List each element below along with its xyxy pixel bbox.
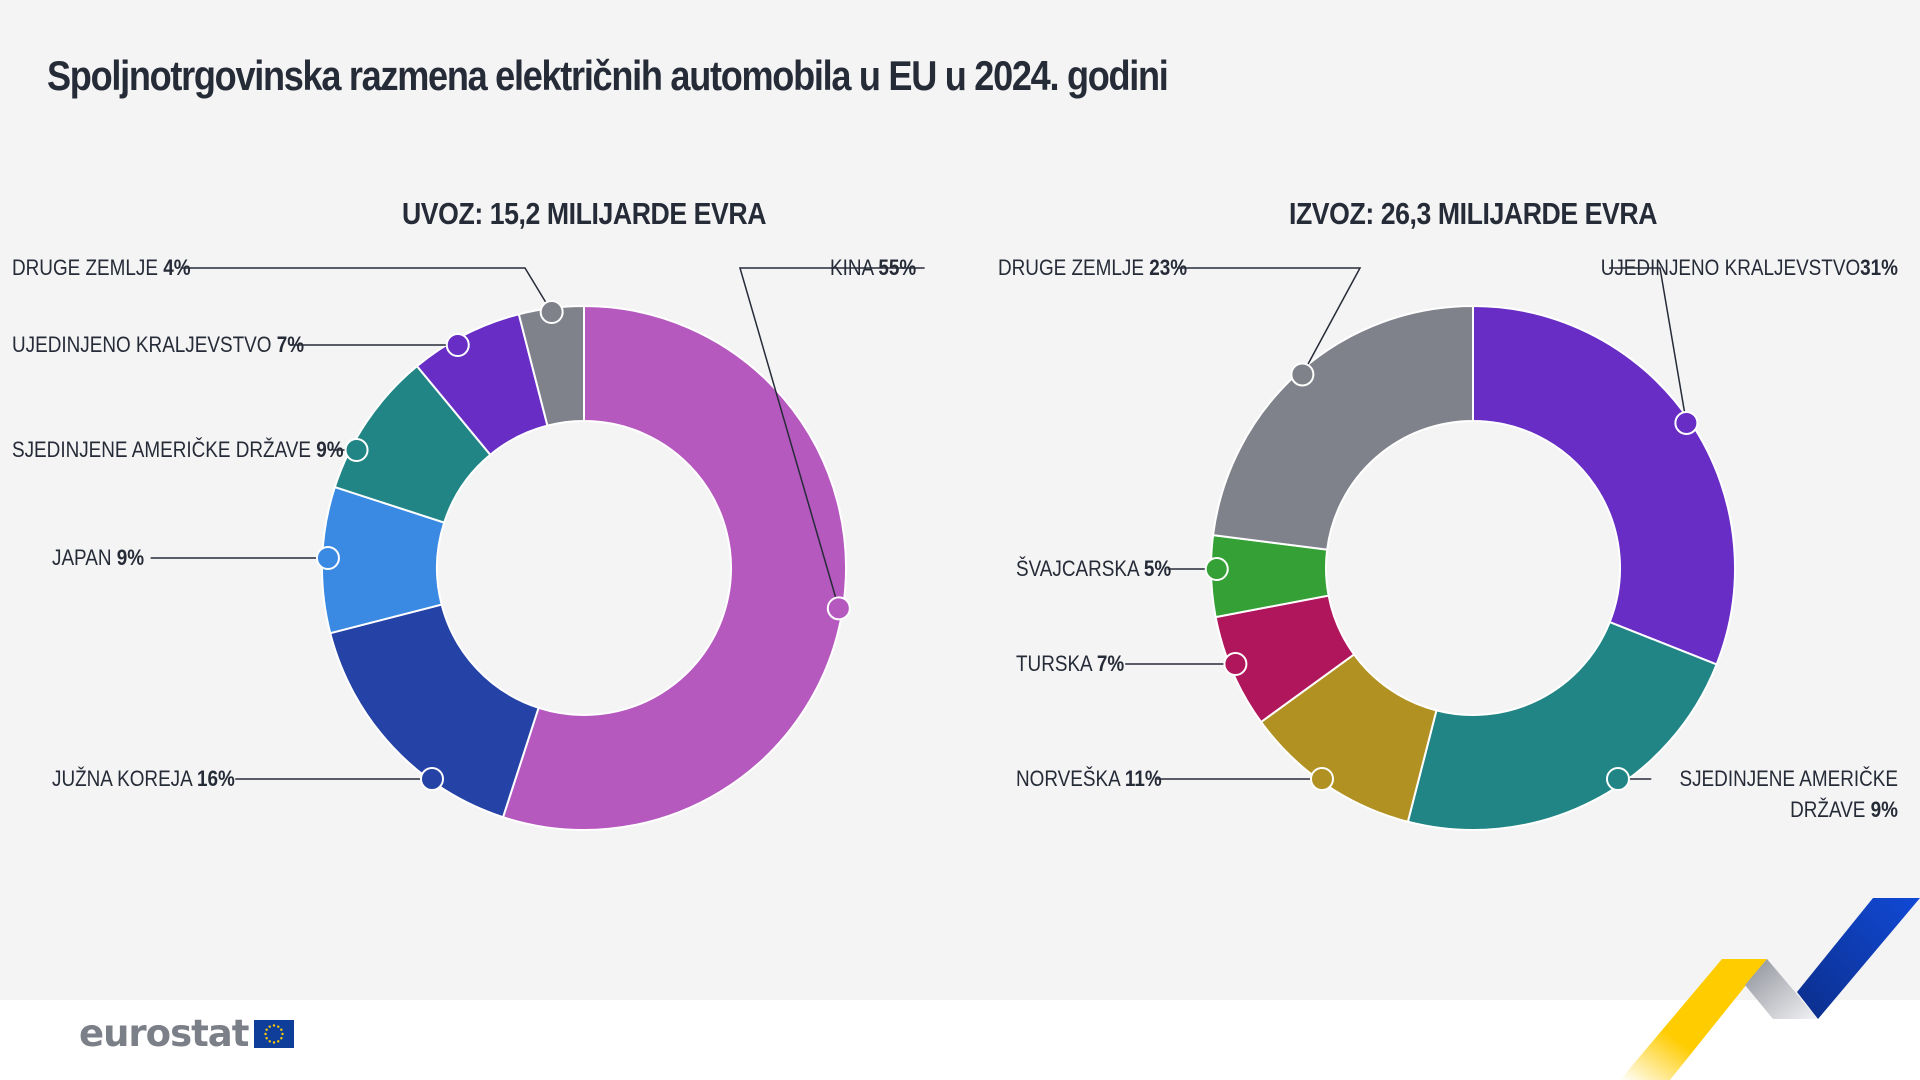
slice-label-percent: 9% <box>316 438 343 463</box>
slice-label-name: ŠVAJCARSKA <box>1016 557 1144 582</box>
decorative-ribbon-icon <box>1620 898 1920 1080</box>
slice-marker-dot <box>1674 410 1699 435</box>
donut-slice <box>1211 304 1474 551</box>
slice-label: SJEDINJENE AMERIČKE DRŽAVE 9% <box>1680 767 1898 823</box>
eu-star-icon <box>277 1024 280 1028</box>
slice-marker-dot <box>315 546 340 570</box>
leader-line <box>1177 267 1362 375</box>
slice-marker-dot <box>1290 362 1315 387</box>
donut-slice <box>1472 304 1736 666</box>
slice-label-name: JAPAN <box>52 546 117 571</box>
leader-line <box>180 267 553 313</box>
slice-label-percent: 55% <box>878 256 916 281</box>
eu-star-icon <box>280 1028 284 1031</box>
slice-label: DRUGE ZEMLJE 4% <box>12 256 191 281</box>
leader-line <box>1608 267 1688 424</box>
slice-label-name: SJEDINJENE AMERIČKE <box>1680 767 1898 792</box>
eu-star-icon <box>273 1040 276 1044</box>
slice-label-percent: 5% <box>1144 557 1171 582</box>
imports-donut: KINA 55%JUŽNA KOREJA 16%JAPAN 9%SJEDINJE… <box>12 256 925 831</box>
exports-donut: UJEDINJENO KRALJEVSTVO31% SJEDINJENE AMER… <box>998 256 1898 831</box>
slice-label-name: DRUGE ZEMLJE <box>998 256 1149 281</box>
slice-label-percent: 31% <box>1860 256 1898 281</box>
slice-label: NORVEŠKA 11% <box>1016 767 1162 792</box>
slice-marker-dot <box>344 438 369 462</box>
donut-slice <box>1406 620 1718 831</box>
chart-panel <box>0 0 1920 1000</box>
slice-label: KINA 55% <box>830 256 916 281</box>
eu-star-icon <box>280 1036 284 1039</box>
slice-marker-dot <box>420 767 444 791</box>
slice-label-percent: 9% <box>1871 798 1898 823</box>
slice-label-name: SJEDINJENE AMERIČKE DRŽAVE <box>12 438 316 463</box>
imports-chart-title: UVOZ: 15,2 MILIJARDE EVRA <box>401 196 767 231</box>
donut-slice <box>501 304 847 831</box>
slice-label-name: DRŽAVE <box>1790 798 1871 823</box>
slice-label: ŠVAJCARSKA 5% <box>1016 557 1171 582</box>
slice-marker-dot <box>445 333 470 357</box>
slice-label: SJEDINJENE AMERIČKE DRŽAVE 9% <box>12 438 344 463</box>
eu-star-icon <box>269 1024 272 1028</box>
eurostat-logo: eurostat <box>79 1012 295 1055</box>
slice-label-name: NORVEŠKA <box>1016 767 1125 792</box>
slice-label-percent: 16% <box>197 767 235 792</box>
slice-label: TURSKA 7% <box>1016 652 1124 677</box>
slice-label-name: KINA <box>830 256 878 281</box>
eu-star-icon <box>281 1032 285 1035</box>
slice-label-name: UJEDINJENO KRALJEVSTVO <box>1601 256 1860 281</box>
slice-label-name: JUŽNA KOREJA <box>52 767 197 792</box>
logo-text: eurostat <box>79 1012 249 1055</box>
slice-label-percent: 4% <box>163 256 190 281</box>
slice-marker-dot <box>1223 652 1248 676</box>
slice-label-percent: 9% <box>117 546 144 571</box>
eu-star-icon <box>265 1036 269 1039</box>
slice-label-name: TURSKA <box>1016 652 1097 677</box>
slice-marker-dot <box>539 300 564 325</box>
slice-marker-dot <box>826 596 851 621</box>
eu-star-icon <box>264 1032 268 1035</box>
slice-label: UJEDINJENO KRALJEVSTVO 7% <box>12 333 304 358</box>
slice-marker-dot <box>1204 557 1229 581</box>
slice-label-percent: 23% <box>1149 256 1187 281</box>
exports-chart-title: IZVOZ: 26,3 MILIJARDE EVRA <box>1288 196 1658 231</box>
slice-label: DRUGE ZEMLJE 23% <box>998 256 1187 281</box>
eu-star-icon <box>269 1039 272 1043</box>
slice-label-percent: 7% <box>277 333 304 358</box>
donut-charts: KINA 55%JUŽNA KOREJA 16%JAPAN 9%SJEDINJE… <box>12 256 1898 831</box>
donut-slice <box>517 304 585 427</box>
slice-label: JUŽNA KOREJA 16% <box>52 767 235 792</box>
slice-label-name: UJEDINJENO KRALJEVSTVO <box>12 333 277 358</box>
slice-label-percent: 11% <box>1125 767 1162 792</box>
slice-label-name: DRUGE ZEMLJE <box>12 256 163 281</box>
leader-line <box>739 267 925 609</box>
eu-flag-icon <box>254 1019 295 1048</box>
page-title: Spoljnotrgovinska razmena električnih au… <box>47 52 1169 99</box>
slice-marker-dot <box>1606 767 1630 791</box>
eu-star-icon <box>273 1023 276 1027</box>
eu-star-icon <box>265 1028 269 1031</box>
slice-label: JAPAN 9% <box>52 546 144 571</box>
slice-label-percent: 7% <box>1097 652 1124 677</box>
eu-star-icon <box>277 1039 280 1043</box>
slice-marker-dot <box>1310 767 1334 791</box>
slice-label: UJEDINJENO KRALJEVSTVO31% <box>1601 256 1898 281</box>
